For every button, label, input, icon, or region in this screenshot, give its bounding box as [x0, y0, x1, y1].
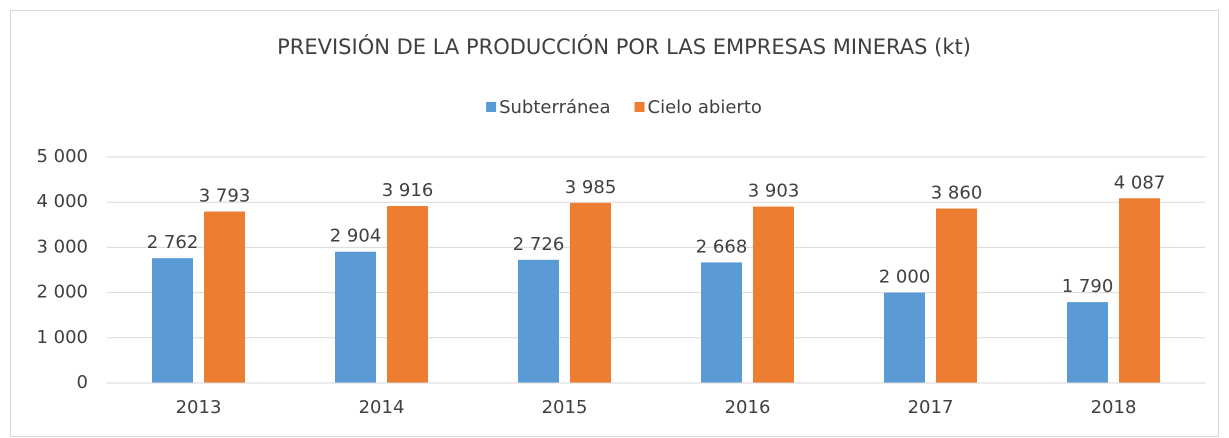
data-label: 3 793 — [199, 186, 251, 207]
x-tick-label: 2018 — [1091, 397, 1137, 418]
bar — [1067, 302, 1108, 383]
data-label: 3 860 — [931, 183, 983, 204]
y-tick-label: 2 000 — [36, 282, 88, 303]
data-label: 4 087 — [1114, 172, 1166, 193]
bar — [884, 292, 925, 383]
y-tick-label: 5 000 — [36, 146, 88, 167]
legend-label: Cielo abierto — [648, 97, 762, 118]
legend-swatch — [486, 102, 497, 112]
bar — [570, 202, 611, 383]
data-label: 3 916 — [382, 180, 434, 201]
bar — [518, 259, 559, 383]
x-tick-label: 2013 — [176, 397, 222, 418]
data-label: 3 985 — [565, 177, 617, 198]
bar — [152, 258, 193, 383]
data-label: 1 790 — [1062, 276, 1114, 297]
data-label: 2 904 — [330, 226, 382, 247]
bar — [387, 205, 428, 383]
bar — [204, 211, 245, 383]
bar — [335, 251, 376, 383]
y-tick-label: 1 000 — [36, 327, 88, 348]
data-label: 2 726 — [513, 234, 565, 255]
y-tick-label: 0 — [77, 372, 88, 393]
bar — [701, 262, 742, 383]
x-tick-label: 2017 — [908, 397, 954, 418]
legend-label: Subterránea — [499, 97, 610, 118]
legend: Subterránea Cielo abierto — [486, 97, 762, 118]
y-tick-label: 4 000 — [36, 191, 88, 212]
bar — [753, 206, 794, 383]
x-tick-label: 2016 — [725, 397, 771, 418]
data-label: 2 000 — [879, 267, 931, 288]
chart-title: PREVISIÓN DE LA PRODUCCIÓN POR LAS EMPRE… — [277, 34, 971, 59]
x-tick-label: 2014 — [359, 397, 405, 418]
x-tick-label: 2015 — [542, 397, 588, 418]
bar — [1119, 198, 1160, 383]
bar — [936, 208, 977, 383]
legend-swatch — [634, 102, 645, 112]
data-label: 3 903 — [748, 181, 800, 202]
y-tick-label: 3 000 — [36, 236, 88, 257]
data-label: 2 668 — [696, 236, 748, 257]
data-label: 2 762 — [147, 232, 199, 253]
